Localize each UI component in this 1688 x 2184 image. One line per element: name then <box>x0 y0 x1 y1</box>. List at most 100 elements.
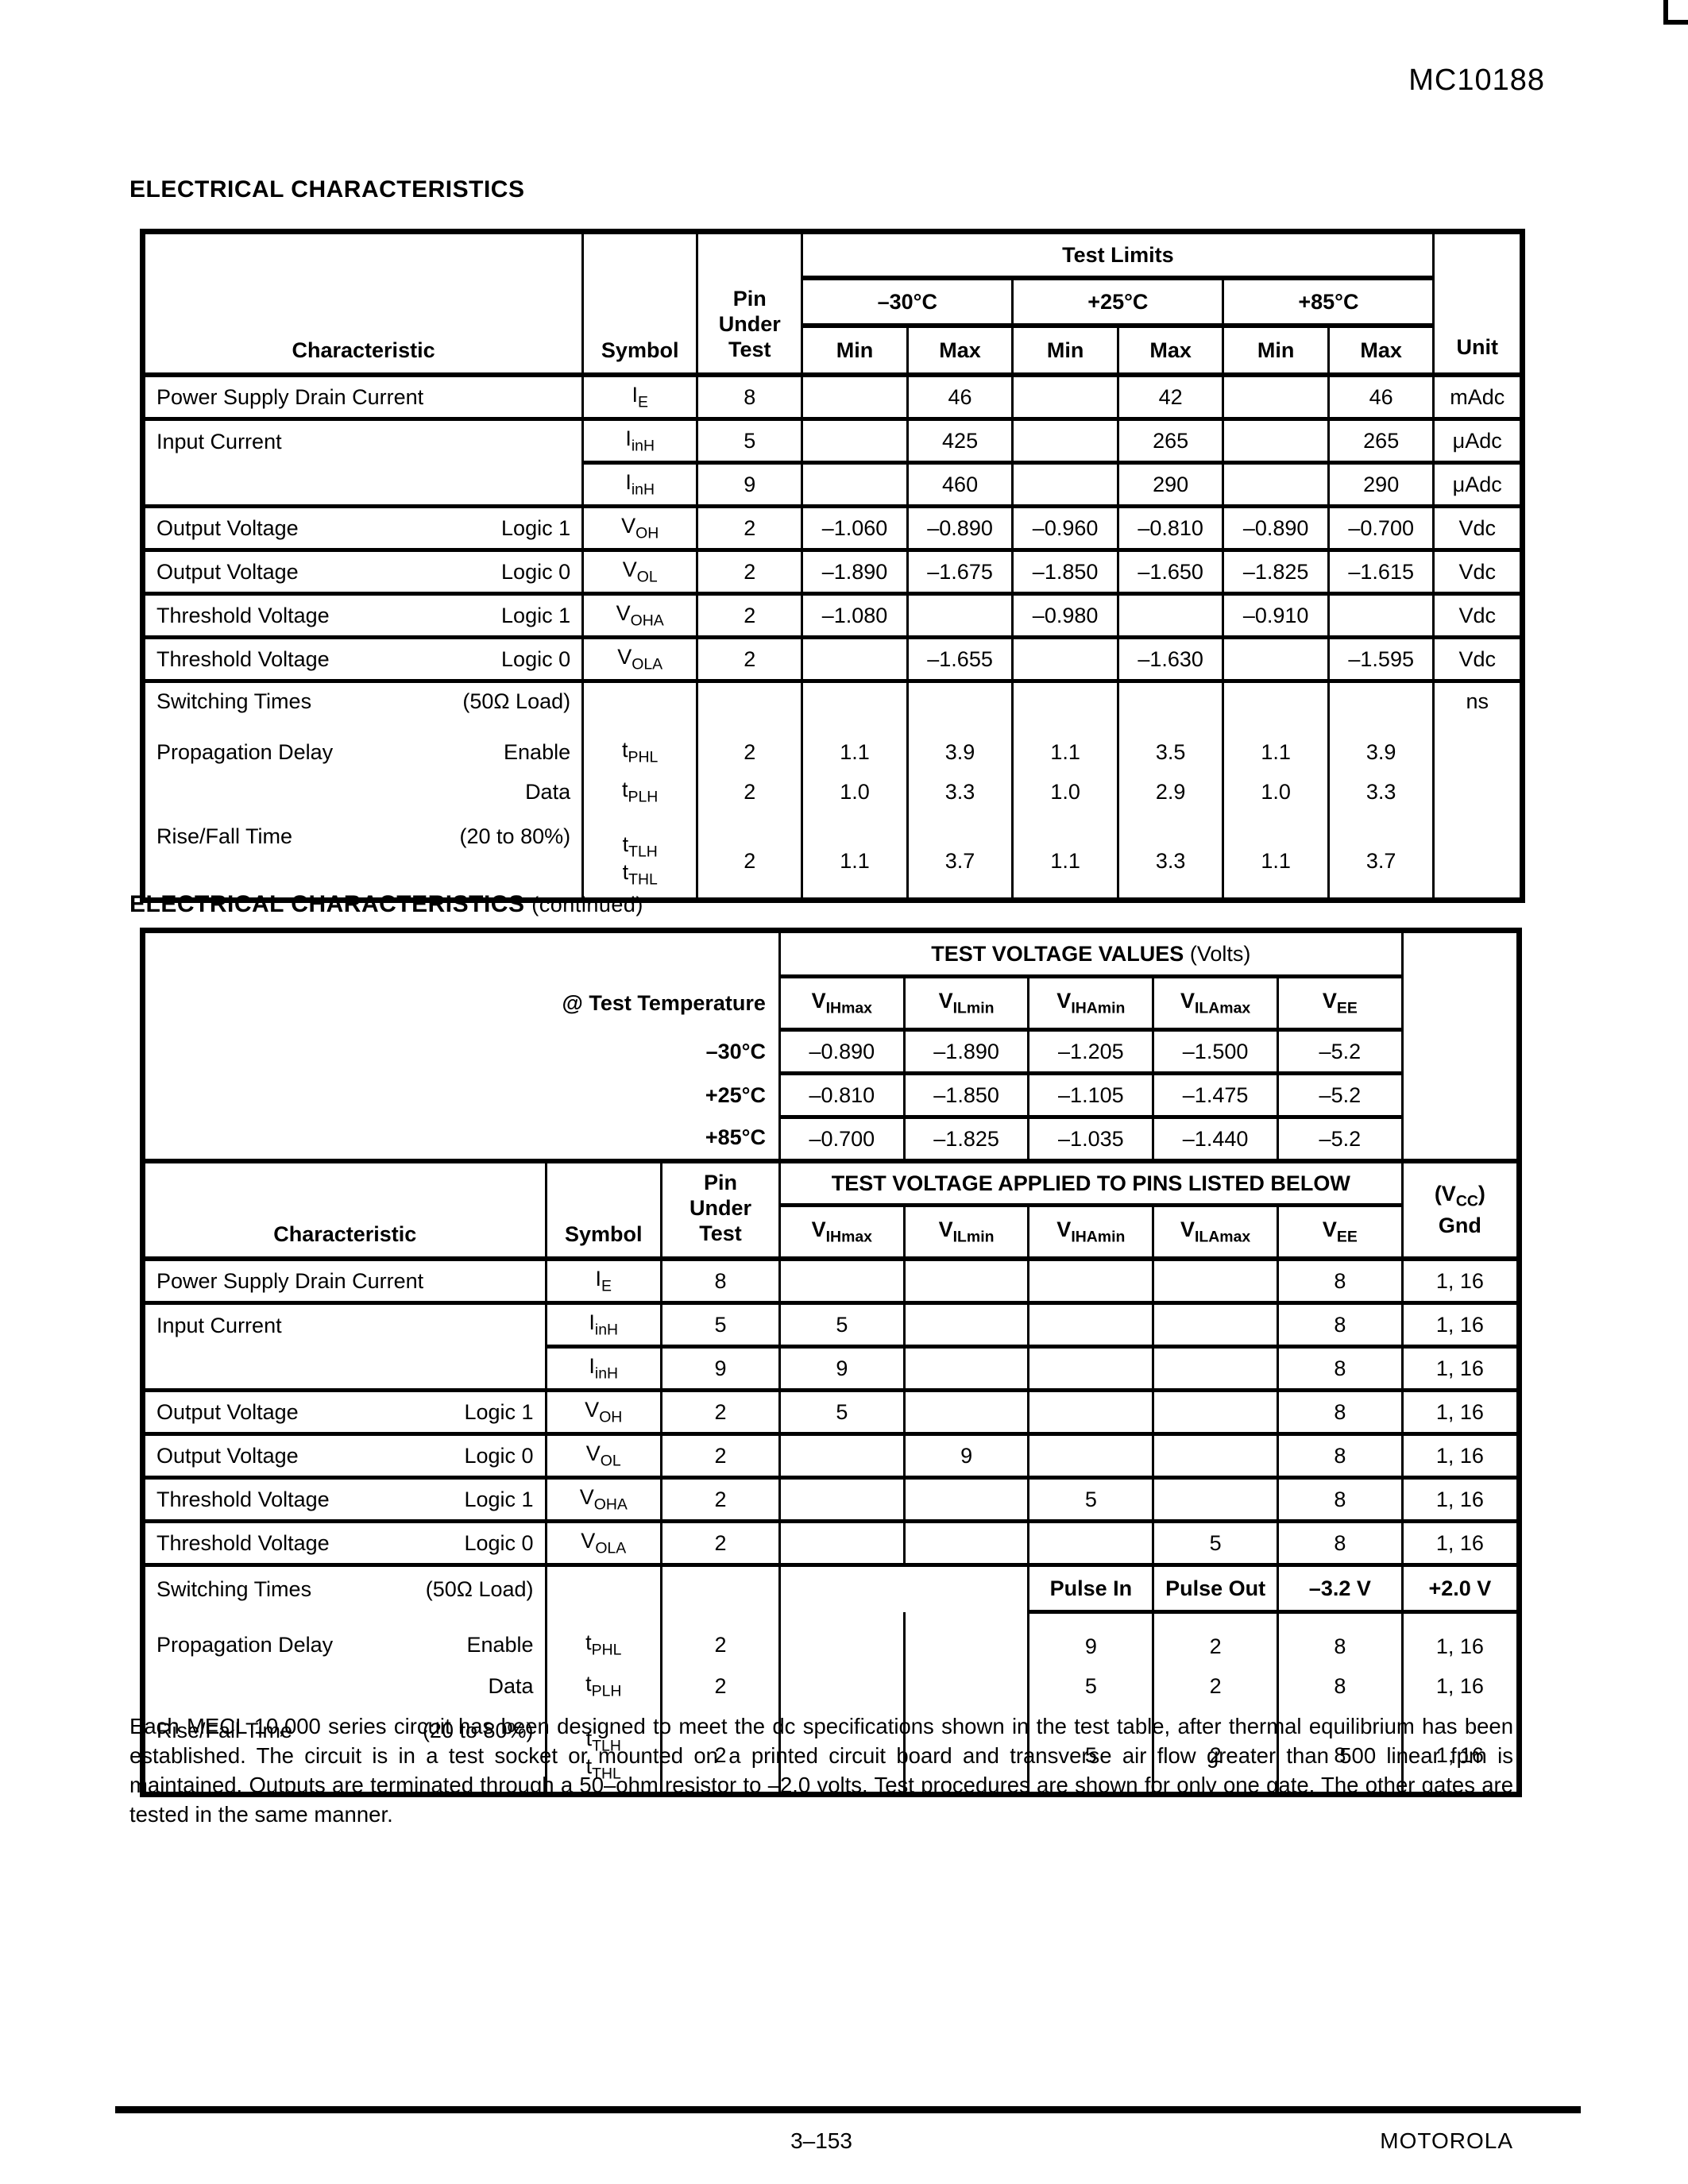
cell-gnd: 1, 16 <box>1400 1666 1521 1706</box>
cell-unit <box>1432 772 1524 812</box>
cell-symbol: tPLH <box>581 772 699 812</box>
pin-header-line: Under <box>689 1196 751 1221</box>
cell-symbol: tPLH <box>544 1666 663 1706</box>
col-header-vihmax: VIHmax <box>778 974 906 1030</box>
cell-gnd: 1, 16 <box>1400 1388 1521 1434</box>
cell-value <box>906 679 1014 720</box>
section2-title-text: ELECTRICAL CHARACTERISTICS <box>129 891 525 917</box>
cell-value <box>1152 1301 1279 1347</box>
cell-pin <box>696 679 804 720</box>
cell-gnd: 1, 16 <box>1400 1345 1521 1391</box>
cell-value: 9 <box>1027 1611 1155 1666</box>
table-row: Threshold Voltage Logic 0 VOLA 2 –1.655 –1.63… <box>141 635 1524 681</box>
characteristic-name: Input Current <box>156 1314 282 1337</box>
empty-cell <box>143 931 780 977</box>
col-header-vee: VEE <box>1276 974 1404 1030</box>
cell-value <box>801 679 909 720</box>
cell-value <box>902 1256 1030 1303</box>
table-row: TEST VOLTAGE VALUES (Volts) <box>143 928 1520 977</box>
cell-value: 265 <box>1116 417 1225 463</box>
cell-value <box>1011 679 1119 720</box>
col-header-characteristic: Characteristic <box>141 231 585 375</box>
cell-symbol: tTLH tTHL <box>581 812 699 901</box>
characteristic-condition: Enable <box>504 739 571 764</box>
voltage-value: –1.850 <box>902 1071 1030 1117</box>
cell-characteristic: Output Voltage Logic 1 <box>141 504 585 550</box>
cell-pin: 2 <box>696 720 804 772</box>
section2-title: ELECTRICAL CHARACTERISTICS (continued) <box>129 891 643 918</box>
cell-value: –1.595 <box>1327 635 1435 681</box>
cell-value: 2.9 <box>1116 772 1225 812</box>
characteristic-condition: Enable <box>466 1633 534 1657</box>
electrical-characteristics-continued-table: TEST VOLTAGE VALUES (Volts) @ Test Tempe… <box>140 928 1522 1797</box>
cell-value: 8 <box>1276 1345 1404 1391</box>
cell-value <box>1222 635 1330 681</box>
cell-symbol: IinH <box>544 1301 663 1347</box>
footer-rule <box>115 2106 1581 2113</box>
col-header-vihamin: VIHAmin <box>1027 1203 1155 1259</box>
cell-symbol: IinH <box>581 417 699 463</box>
cell-value <box>1152 1256 1279 1303</box>
cell-value: 2 <box>1152 1666 1279 1706</box>
cell-value <box>778 1666 906 1706</box>
cell-value <box>778 1706 906 1795</box>
cell-value: 46 <box>1327 372 1435 419</box>
col-header-temp-plus85: +85°C <box>1222 276 1435 326</box>
cell-value: 460 <box>906 461 1014 507</box>
temp-row-label: –30°C <box>705 1039 766 1063</box>
table-row: Output Voltage Logic 0 VOL 2 9 8 1, 16 <box>141 1432 1521 1478</box>
table-row: Power Supply Drain Current IE 8 8 1, 16 <box>141 1256 1521 1303</box>
cell-characteristic: Propagation Delay Enable <box>141 720 585 772</box>
col-header-min: Min <box>1222 323 1330 375</box>
cell-value: –1.650 <box>1116 548 1225 594</box>
cell-value <box>1011 417 1119 463</box>
col-header-pin-under-test: Pin Under Test <box>696 231 804 375</box>
table-row: Threshold Voltage Logic 1 VOHA 2 5 8 1, 16 <box>141 1476 1521 1522</box>
cell-value: 42 <box>1116 372 1225 419</box>
cell-characteristic: Rise/Fall Time (20 to 80%) <box>141 1706 547 1795</box>
cell-value: 1.0 <box>801 772 909 812</box>
table-row: +25°C –0.810 –1.850 –1.105 –1.475 –5.2 <box>143 1071 1520 1117</box>
page-number: 3–153 <box>790 2128 852 2153</box>
voltage-value: –5.2 <box>1276 1028 1404 1074</box>
cell-value <box>902 1519 1030 1565</box>
cell-value: 8 <box>1276 1301 1404 1347</box>
col-header-vee: VEE <box>1276 1203 1404 1259</box>
test-voltage-values-units: (Volts) <box>1189 941 1251 966</box>
col-header-unit: Unit <box>1432 231 1524 375</box>
cell-unit: mAdc <box>1432 372 1524 419</box>
col-header-symbol: Symbol <box>544 1159 663 1259</box>
pin-header-line: Under <box>718 312 781 337</box>
table-row: Min Max Min Max Min Max <box>143 323 1523 375</box>
characteristic-condition: Data <box>488 1673 534 1698</box>
cell-symbol: IE <box>581 372 699 419</box>
characteristic-name: Output Voltage <box>156 1399 299 1424</box>
table-row: Rise/Fall Time (20 to 80%) tTLH tTHL 2 1.1 3.7… <box>141 812 1524 901</box>
cell-value: 8 <box>1276 1432 1404 1478</box>
cell-value: –1.890 <box>801 548 909 594</box>
cell-symbol: VOL <box>581 548 699 594</box>
col-header-vihmax: VIHmax <box>778 1203 906 1259</box>
cell-characteristic: Threshold Voltage Logic 1 <box>141 1476 547 1522</box>
characteristic-condition: (20 to 80%) <box>459 824 571 848</box>
table-row: @ Test Temperature VIHmax VILmin VIHAmin… <box>143 974 1520 1030</box>
empty-cell <box>1402 1074 1519 1117</box>
table-row: Characteristic Symbol Pin Under Test TES… <box>141 1159 1521 1259</box>
empty-cell <box>1402 977 1519 1030</box>
characteristic-name: Threshold Voltage <box>156 646 330 671</box>
cell-pin: 2 <box>660 1611 781 1666</box>
cell-pin: 2 <box>660 1432 781 1478</box>
cell-value: –0.700 <box>1327 504 1435 550</box>
table-row: IinH 9 460 290 290 μAdc <box>143 461 1524 507</box>
cell-value <box>1116 679 1225 720</box>
cell-value: 3.3 <box>1327 772 1435 812</box>
cell-characteristic: Switching Times (50Ω Load) <box>141 679 585 720</box>
cell-value <box>778 1476 906 1522</box>
cell-characteristic: Data <box>141 1666 547 1706</box>
characteristic-name: Threshold Voltage <box>156 603 330 627</box>
cell-value: 3.3 <box>1116 812 1225 901</box>
pin-header-line: Pin <box>703 1171 737 1195</box>
table-row: –30°C +25°C +85°C <box>143 276 1523 326</box>
characteristic-condition: Logic 1 <box>501 515 571 540</box>
